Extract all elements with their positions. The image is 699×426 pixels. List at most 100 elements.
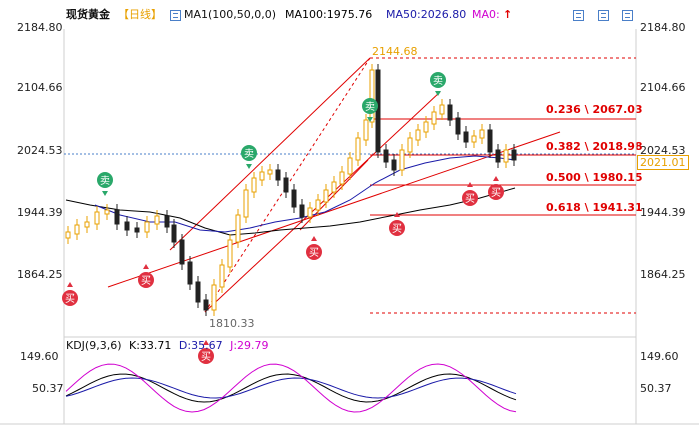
sell-badge-icon xyxy=(430,72,446,88)
ma100-line xyxy=(65,187,516,236)
candle-body xyxy=(399,149,405,171)
ma0-value: MA0: xyxy=(472,8,500,21)
candle-body xyxy=(407,137,413,153)
candle-body xyxy=(307,207,313,218)
y-label-right-4: 1864.25 xyxy=(640,268,686,281)
y-label-right-3: 1944.39 xyxy=(640,206,686,219)
candle-body xyxy=(187,261,193,285)
kdj-indicator xyxy=(65,363,517,413)
candle-body xyxy=(355,137,361,161)
candle-body xyxy=(74,224,80,235)
kdj-j-line xyxy=(65,363,517,413)
candle-body xyxy=(211,284,217,311)
candle-body xyxy=(315,199,321,211)
buy-arrow-icon xyxy=(203,340,209,345)
y-label-left-2: 2024.53 xyxy=(17,144,63,157)
candle-body xyxy=(243,189,249,218)
ma50-value: MA50:2026.80 xyxy=(386,8,467,21)
candle-body xyxy=(171,224,177,243)
candle-body xyxy=(283,177,289,193)
candle-body xyxy=(447,104,453,121)
candle-body xyxy=(267,169,273,175)
buy-badge-label: 买 xyxy=(309,247,319,259)
buy-badge-label: 买 xyxy=(201,351,211,363)
y-label-left-4: 1864.25 xyxy=(17,268,63,281)
candle-body xyxy=(134,227,140,233)
sell-arrow-icon xyxy=(246,164,252,169)
buy-badge-label: 买 xyxy=(141,275,151,287)
buy-badge-label: 买 xyxy=(491,187,501,199)
kdj-j-value: J:29.79 xyxy=(230,339,269,352)
candle-body xyxy=(154,215,160,225)
sell-badge-label: 卖 xyxy=(365,101,375,113)
channel-upper-line xyxy=(169,57,371,251)
candlestick-series xyxy=(65,64,517,316)
buy-arrow-icon xyxy=(67,282,73,287)
candle-body xyxy=(179,239,185,265)
candle-body xyxy=(219,264,225,288)
fib-level-0618: 0.618 \ 1941.31 xyxy=(546,201,643,214)
buy-badge-label: 买 xyxy=(392,223,402,235)
kdj-label-right-1: 50.37 xyxy=(640,382,672,395)
y-label-right-0: 2184.80 xyxy=(640,21,686,34)
kdj-label-right-0: 149.60 xyxy=(640,350,679,363)
buy-badge-icon xyxy=(306,244,322,260)
kdj-label-left-1: 50.37 xyxy=(32,382,64,395)
indicator-settings-icon[interactable] xyxy=(170,10,181,21)
candle-body xyxy=(487,129,493,153)
candle-body xyxy=(511,149,517,161)
candle-body xyxy=(291,189,297,208)
panel-settings-icon[interactable] xyxy=(598,10,609,21)
buy-arrow-icon xyxy=(467,182,473,187)
candle-body xyxy=(164,215,170,228)
candle-body xyxy=(495,149,501,163)
buy-badge-label: 买 xyxy=(465,193,475,205)
y-label-left-3: 1944.39 xyxy=(17,206,63,219)
buy-badge-icon xyxy=(389,220,405,236)
candle-body xyxy=(439,104,445,115)
candle-body xyxy=(104,209,110,215)
period-label[interactable]: 【日线】 xyxy=(118,8,162,21)
buy-arrow-icon xyxy=(493,176,499,181)
candle-body xyxy=(114,209,120,225)
y-label-left-0: 2184.80 xyxy=(17,21,63,34)
y-label-left-1: 2104.66 xyxy=(17,81,63,94)
channel-lower-line xyxy=(204,91,441,313)
candle-body xyxy=(423,121,429,133)
ma0-up-arrow-icon: ↑ xyxy=(503,8,513,21)
candle-body xyxy=(347,157,353,175)
swing-low-label: 1810.33 xyxy=(209,317,255,330)
candle-body xyxy=(503,149,509,163)
buy-badge-icon xyxy=(488,184,504,200)
buy-badge-icon xyxy=(138,272,154,288)
candle-body xyxy=(275,169,281,181)
chart-header: 现货黄金 【日线】 MA1(100,50,0,0) MA100:1975.76 … xyxy=(0,0,699,30)
buy-badge-label: 买 xyxy=(65,293,75,305)
candle-body xyxy=(383,149,389,163)
candle-body xyxy=(479,129,485,139)
ma-group-label[interactable]: MA1(100,50,0,0) xyxy=(184,8,277,21)
buy-badge-icon xyxy=(62,290,78,306)
candle-body xyxy=(323,189,329,203)
buy-arrow-icon xyxy=(311,236,317,241)
panel-layout-icon[interactable] xyxy=(573,10,584,21)
panel-maximize-icon[interactable] xyxy=(622,10,633,21)
candle-body xyxy=(463,131,469,143)
kdj-k-line xyxy=(65,373,517,403)
candle-body xyxy=(455,117,461,135)
sell-badge-icon xyxy=(362,98,378,114)
fib-level-0382: 0.382 \ 2018.98 xyxy=(546,140,643,153)
candle-body xyxy=(65,231,71,239)
candle-body xyxy=(84,221,90,228)
kdj-d-line xyxy=(65,377,517,399)
candle-body xyxy=(195,281,201,303)
candle-body xyxy=(331,181,337,193)
y-label-right-1: 2104.66 xyxy=(640,81,686,94)
candle-body xyxy=(415,129,421,141)
buy-badge-icon xyxy=(462,190,478,206)
buy-arrow-icon xyxy=(143,264,149,269)
fib-level-0500: 0.500 \ 1980.15 xyxy=(546,171,643,184)
y-label-right-2: 2024.53 xyxy=(640,144,686,157)
